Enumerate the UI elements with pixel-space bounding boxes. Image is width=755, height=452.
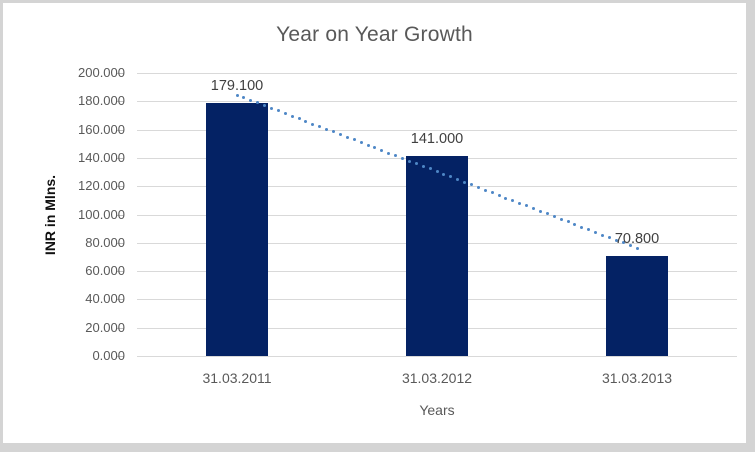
trendline-dot (428, 167, 432, 171)
trendline-dot (456, 178, 460, 182)
trendline-dot (297, 117, 301, 121)
y-tick-mark (117, 129, 124, 131)
y-tick-label: 60.000 (85, 263, 125, 279)
trendline-dot (511, 199, 515, 203)
trendline-dot (407, 159, 411, 163)
trendline-dot (318, 125, 322, 129)
y-tick-label: 40.000 (85, 291, 125, 307)
trendline-dot (538, 209, 542, 213)
y-tick-mark (117, 157, 124, 159)
trendline-dot (366, 143, 370, 147)
chart-title: Year on Year Growth (276, 23, 473, 46)
y-tick-mark (117, 299, 124, 301)
trendline-dot (435, 170, 439, 174)
gridline (137, 129, 737, 131)
trendline-dot (235, 93, 239, 97)
trendline-dot (449, 175, 453, 179)
trendline-dot (607, 236, 611, 240)
chart-surface: Year on Year Growth INR in Mlns. Years 0… (3, 3, 746, 443)
bar-value-label: 141.000 (410, 131, 464, 148)
trendline-dot (325, 127, 329, 131)
x-tick-label: 31.03.2013 (601, 370, 673, 386)
bar (406, 156, 468, 356)
y-tick-mark (117, 356, 124, 357)
y-tick-mark (117, 186, 124, 188)
trendline-dot (401, 156, 405, 160)
gridline (137, 356, 737, 357)
bar-value-label: 179.100 (210, 77, 264, 94)
y-tick-label: 140.000 (78, 149, 125, 165)
y-tick-mark (117, 242, 124, 244)
trendline-dot (580, 225, 584, 229)
trendline-dot (276, 109, 280, 113)
trendline-dot (497, 193, 501, 197)
gridline (137, 73, 737, 74)
trendline-dot (338, 133, 342, 137)
x-tick-label: 31.03.2012 (401, 370, 473, 386)
y-tick-label: 160.000 (78, 121, 125, 137)
y-tick-mark (117, 327, 124, 329)
bar (606, 255, 668, 356)
trendline-dot (594, 230, 598, 234)
trendline-dot (442, 172, 446, 176)
y-tick-label: 180.000 (78, 93, 125, 109)
trendline-dot (587, 228, 591, 232)
y-tick-label: 100.000 (78, 206, 125, 222)
y-tick-label: 20.000 (85, 319, 125, 335)
trendline-dot (628, 244, 632, 248)
y-tick-label: 0.000 (92, 348, 125, 363)
y-tick-mark (117, 73, 124, 74)
trendline-dot (242, 96, 246, 100)
y-tick-label: 200.000 (78, 65, 125, 80)
trendline-dot (483, 188, 487, 192)
trendline-dot (518, 201, 522, 205)
trendline-dot (380, 148, 384, 152)
trendline-dot (545, 212, 549, 216)
trendline-dot (373, 146, 377, 150)
trendline-dot (635, 246, 639, 250)
trendline-dot (469, 183, 473, 187)
trendline-dot (283, 111, 287, 115)
trendline-dot (414, 162, 418, 166)
trendline-dot (332, 130, 336, 134)
bar-value-label: 70.800 (614, 230, 660, 247)
y-tick-label: 120.000 (78, 178, 125, 194)
trendline-dot (476, 185, 480, 189)
trendline-dot (304, 119, 308, 123)
y-tick-mark (117, 271, 124, 273)
trendline-dot (552, 215, 556, 219)
trendline-dot (601, 233, 605, 237)
y-tick-mark (117, 101, 124, 103)
trendline-dot (463, 180, 467, 184)
trendline-dot (269, 106, 273, 110)
trendline-dot (387, 151, 391, 155)
trendline-dot (290, 114, 294, 118)
x-axis-title: Years (419, 402, 455, 418)
trendline-dot (394, 154, 398, 158)
trendline-dot (359, 141, 363, 145)
trendline-dot (573, 222, 577, 226)
bar (206, 102, 268, 356)
trendline-dot (256, 101, 260, 105)
y-tick-label: 80.000 (85, 234, 125, 250)
trendline-dot (566, 220, 570, 224)
trendline-dot (532, 207, 536, 211)
x-tick-label: 31.03.2011 (202, 370, 272, 386)
trendline-dot (525, 204, 529, 208)
trendline-dot (263, 104, 267, 108)
trendline-dot (559, 217, 563, 221)
trendline-dot (490, 191, 494, 195)
trendline-dot (421, 164, 425, 168)
trendline-dot (621, 241, 625, 245)
gridline (137, 101, 737, 103)
trendline-dot (504, 196, 508, 200)
trendline-dot (311, 122, 315, 126)
trendline-dot (249, 98, 253, 102)
trendline-dot (345, 135, 349, 139)
trendline-dot (614, 238, 618, 242)
trendline-dot (352, 138, 356, 142)
y-tick-mark (117, 214, 124, 216)
